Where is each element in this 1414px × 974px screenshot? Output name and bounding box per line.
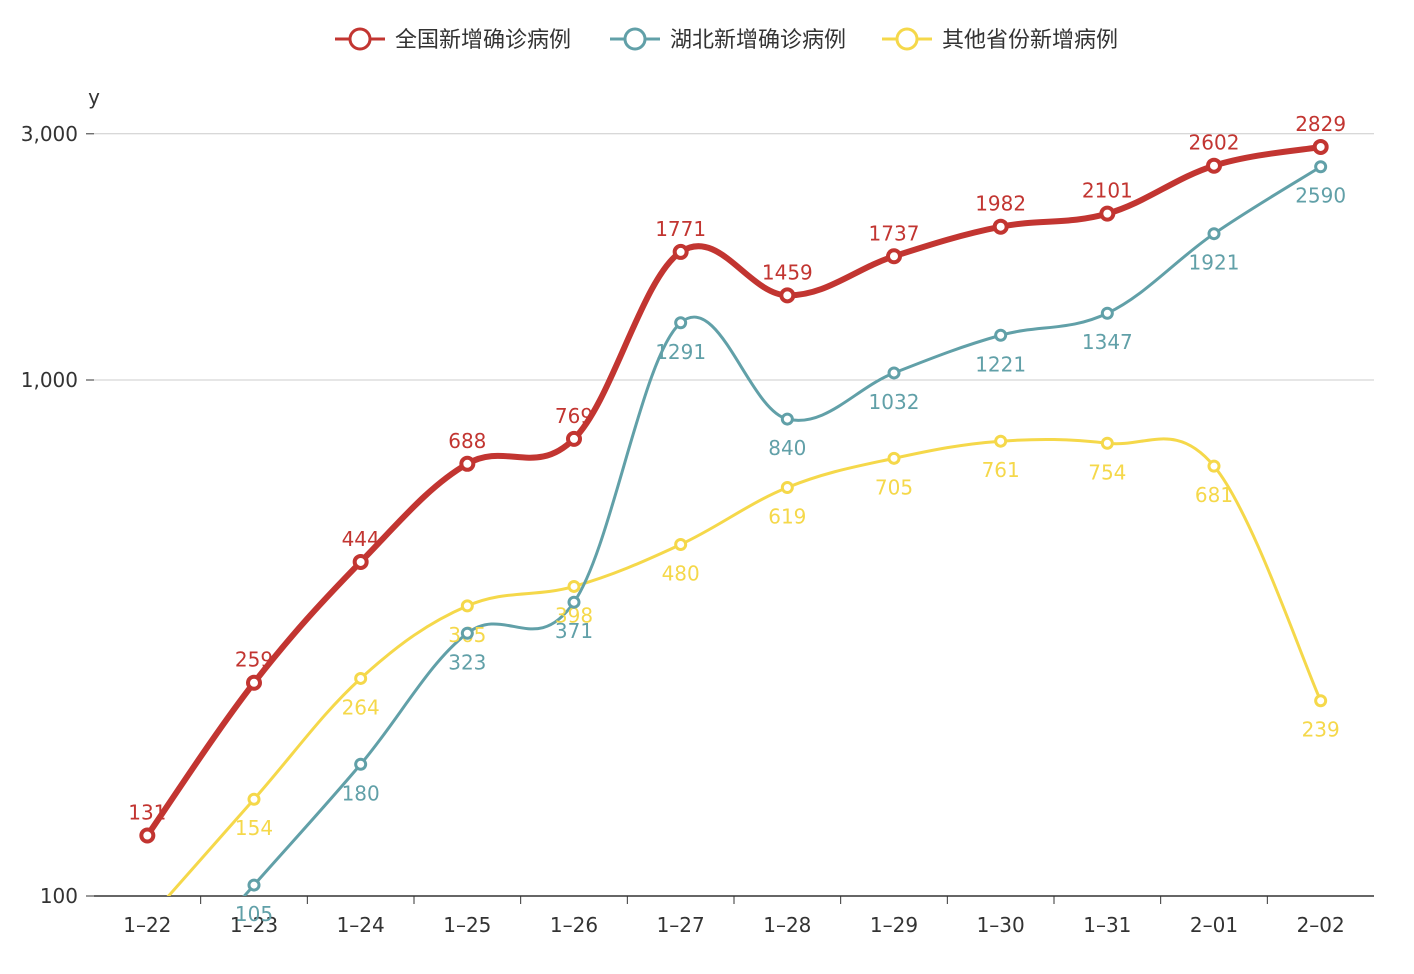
- data-label: 131: [128, 800, 166, 824]
- data-label: 1221: [975, 352, 1026, 376]
- y-tick-label: 100: [40, 884, 78, 908]
- data-point: [1100, 306, 1114, 320]
- y-tick-label: 3,000: [21, 122, 78, 146]
- x-tick-label: 2–01: [1190, 913, 1238, 937]
- data-point: [354, 671, 368, 685]
- x-tick-label: 1–24: [337, 913, 385, 937]
- series-line-3: [166, 437, 1323, 896]
- data-point: [1314, 694, 1328, 708]
- x-tick-label: 1–26: [550, 913, 598, 937]
- data-point: [1207, 459, 1221, 473]
- data-label: 371: [555, 619, 593, 643]
- x-tick-label: 1–22: [123, 913, 171, 937]
- data-point: [460, 626, 474, 640]
- legend-label: 全国新增确诊病例: [395, 28, 571, 53]
- data-label: 154: [235, 816, 273, 840]
- data-label: 619: [768, 504, 806, 528]
- data-point: [887, 366, 901, 380]
- data-point: [139, 827, 156, 844]
- data-point: [674, 537, 688, 551]
- data-label: 1737: [869, 221, 920, 245]
- data-point: [674, 316, 688, 330]
- data-label: 1459: [762, 260, 813, 284]
- data-label: 1347: [1082, 330, 1133, 354]
- data-point: [1314, 160, 1328, 174]
- data-label: 769: [555, 404, 593, 428]
- data-point: [354, 757, 368, 771]
- data-label: 105: [235, 902, 273, 926]
- data-point: [887, 451, 901, 465]
- data-label: 1771: [655, 217, 706, 241]
- data-label: 444: [342, 527, 380, 551]
- x-tick-label: 1–29: [870, 913, 918, 937]
- data-label: 761: [982, 458, 1020, 482]
- data-label: 264: [342, 695, 380, 719]
- data-label: 259: [235, 648, 273, 672]
- data-point: [994, 434, 1008, 448]
- data-label: 2590: [1295, 184, 1346, 208]
- data-label: 2101: [1082, 179, 1133, 203]
- data-point: [247, 878, 261, 892]
- x-tick-label: 1–23: [230, 913, 278, 937]
- data-label: 681: [1195, 483, 1233, 507]
- x-tick-label: 1–30: [977, 913, 1025, 937]
- data-point: [1207, 227, 1221, 241]
- data-label: 840: [768, 436, 806, 460]
- data-point: [780, 412, 794, 426]
- data-label: 480: [662, 561, 700, 585]
- data-label: 705: [875, 475, 913, 499]
- legend-swatch-marker: [623, 27, 647, 51]
- data-point: [992, 218, 1009, 235]
- data-label: 1982: [975, 192, 1026, 216]
- y-axis-title: y: [88, 85, 100, 109]
- data-point: [459, 455, 476, 472]
- data-point: [780, 480, 794, 494]
- legend-swatch-marker: [348, 27, 372, 51]
- data-label: 180: [342, 781, 380, 805]
- x-tick-label: 2–02: [1297, 913, 1345, 937]
- x-tick-label: 1–31: [1083, 913, 1131, 937]
- data-point: [1206, 157, 1222, 174]
- x-tick-label: 1–25: [443, 913, 491, 937]
- data-point: [247, 792, 261, 806]
- data-point: [567, 579, 581, 593]
- data-point: [672, 243, 689, 260]
- data-point: [246, 674, 262, 691]
- data-point: [779, 287, 796, 304]
- data-label: 2829: [1295, 112, 1346, 136]
- y-tick-label: 1,000: [21, 368, 78, 392]
- data-point: [886, 248, 902, 265]
- data-label: 323: [448, 650, 486, 674]
- data-point: [567, 595, 581, 609]
- legend-label: 湖北新增确诊病例: [670, 28, 846, 53]
- series-line-1: [144, 144, 1322, 838]
- data-point: [1100, 436, 1114, 450]
- x-tick-label: 1–27: [657, 913, 705, 937]
- data-point: [566, 430, 582, 447]
- legend-label: 其他省份新增病例: [942, 28, 1118, 53]
- data-label: 1032: [869, 390, 920, 414]
- series-line-2: [242, 165, 1322, 896]
- data-label: 1921: [1189, 251, 1240, 275]
- data-label: 1291: [655, 340, 706, 364]
- data-point: [352, 553, 369, 570]
- data-label: 688: [448, 429, 486, 453]
- data-point: [1312, 138, 1329, 155]
- data-label: 754: [1088, 460, 1126, 484]
- data-point: [1099, 205, 1116, 222]
- x-tick-label: 1–28: [763, 913, 811, 937]
- data-label: 2602: [1189, 131, 1240, 155]
- legend-swatch-marker: [895, 27, 919, 51]
- data-point: [460, 599, 474, 613]
- data-label: 239: [1302, 718, 1340, 742]
- data-point: [994, 328, 1008, 342]
